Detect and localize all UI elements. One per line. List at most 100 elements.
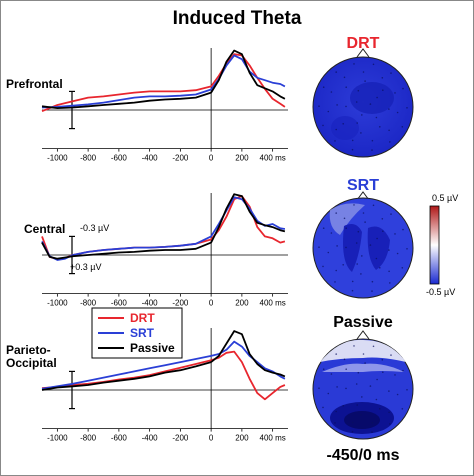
scalp-contour [367, 226, 390, 270]
electrode-dot [356, 263, 359, 265]
scalp-map-drt [312, 48, 414, 158]
electrode-dot [327, 251, 330, 254]
electrode-dot [401, 408, 404, 410]
electrode-dot [376, 378, 378, 381]
electrode-dot [345, 105, 347, 108]
electrode-dot [401, 267, 404, 269]
electrode-dot [362, 353, 365, 355]
electrode-dot [327, 110, 330, 113]
electrode-dot [342, 405, 345, 407]
electrode-dot [362, 212, 365, 214]
x-tick-label: -200 [172, 434, 189, 443]
row-label: Parieto- [6, 343, 51, 357]
electrode-dot [322, 406, 324, 409]
colorbar: 0.5 µV -0.5 µV [426, 193, 458, 297]
electrode-dot [330, 232, 333, 234]
electrode-dot [345, 227, 348, 229]
electrode-dot [381, 77, 384, 79]
electrode-dot [394, 233, 396, 235]
scalp-contour [344, 411, 380, 429]
electrode-dot [334, 140, 336, 142]
map-label-srt: SRT [347, 177, 379, 194]
x-tick-label: -800 [80, 299, 97, 308]
electrode-dot [357, 230, 360, 233]
electrode-dot [343, 217, 346, 220]
electrode-dot [335, 269, 338, 272]
electrode-dot [406, 248, 408, 250]
x-tick-label: -600 [111, 299, 128, 308]
electrode-dot [402, 369, 404, 372]
electrode-dot [351, 280, 354, 283]
electrode-dot [334, 422, 336, 424]
electrode-dot [351, 139, 354, 142]
electrode-dot [371, 290, 373, 292]
electrode-dots [318, 204, 408, 292]
electrode-dot [396, 252, 399, 255]
electrode-dot [390, 354, 392, 356]
electrode-dot [335, 128, 338, 131]
electrode-dot [361, 255, 363, 257]
electrode-dot [388, 270, 390, 273]
electrode-dot [336, 245, 338, 247]
scalp-contour [320, 339, 406, 362]
electrode-dot [335, 410, 338, 413]
electrode-dot [330, 91, 333, 93]
electrode-dot [369, 385, 372, 387]
scalp-contour [343, 224, 362, 272]
electrode-dot [379, 408, 381, 410]
electrode-dot [336, 386, 338, 388]
x-tick-label: 200 [235, 434, 249, 443]
row-label: Occipital [6, 356, 57, 370]
electrode-dot [389, 282, 391, 284]
legend: DRT SRT Passive [91, 307, 183, 359]
scalp-contour [350, 82, 394, 114]
electrode-dot [376, 96, 378, 99]
electrode-dot [371, 421, 374, 424]
electrode-dots [318, 345, 408, 433]
electrode-dot [371, 280, 374, 283]
series-line-srt [41, 340, 286, 390]
electrode-dot [372, 345, 375, 348]
x-tick-label: -600 [111, 434, 128, 443]
x-tick-label: 200 [235, 154, 249, 163]
electrode-dot [355, 101, 358, 103]
map-label-drt: DRT [347, 35, 380, 52]
electrode-dot [388, 411, 390, 414]
electrode-dot [396, 393, 399, 396]
electrode-dot [343, 76, 346, 79]
electrode-dot [322, 86, 325, 88]
electrode-dot [402, 87, 404, 90]
electrode-dot [356, 404, 359, 406]
electrode-dot [330, 373, 333, 375]
electrode-dot [360, 414, 362, 416]
legend-label-drt: DRT [130, 311, 155, 325]
electrode-dot [394, 374, 396, 376]
electrode-dot [351, 430, 354, 433]
colorbar-gradient [429, 205, 440, 285]
x-tick-label: 0 [209, 154, 214, 163]
electrode-dot [369, 103, 372, 105]
electrode-dots [318, 63, 408, 151]
series-line-passive [41, 193, 286, 260]
series-line-passive [41, 49, 286, 109]
electrode-dot [379, 126, 381, 128]
series-line-srt [41, 54, 286, 109]
electrode-dot [335, 71, 338, 73]
x-tick-label: 400 ms [260, 154, 286, 163]
electrode-dot [353, 63, 355, 65]
electrode-dot [360, 273, 362, 275]
x-tick-label: -400 [142, 299, 159, 308]
electrode-dot [390, 213, 392, 215]
electrode-dot [318, 387, 320, 390]
scale-bar-bottom-label: +0.3 µV [70, 262, 101, 272]
electrode-dot [353, 345, 355, 347]
x-tick-label: -600 [111, 154, 128, 163]
electrode-dot [388, 108, 390, 110]
electrode-dot [345, 387, 347, 390]
electrode-dot [376, 237, 378, 240]
map-label-passive: Passive [333, 314, 393, 331]
x-tick-label: 0 [209, 434, 214, 443]
electrode-dot [351, 421, 354, 424]
